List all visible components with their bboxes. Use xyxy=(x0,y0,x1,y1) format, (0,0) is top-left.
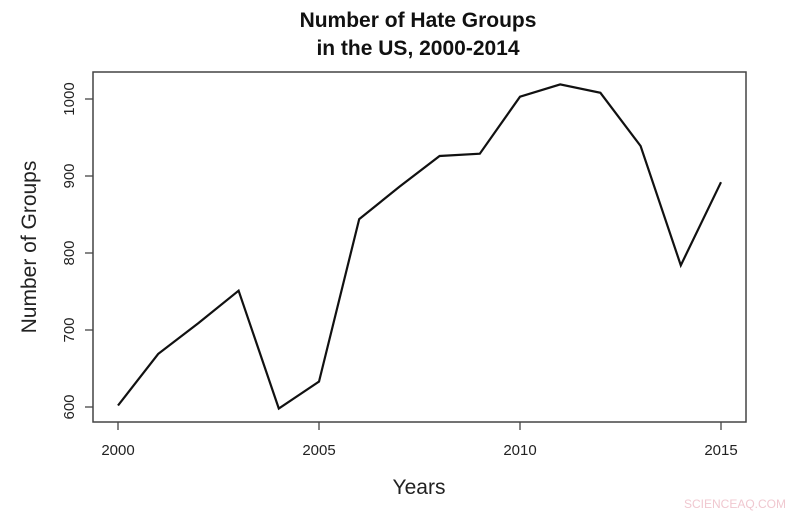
chart-title-line-2: in the US, 2000-2014 xyxy=(316,37,519,60)
x-tick-label: 2010 xyxy=(503,442,536,459)
data-line xyxy=(117,83,722,411)
y-tick-label: 1000 xyxy=(61,82,78,115)
x-tick-label: 2015 xyxy=(704,442,737,459)
x-tick-label: 2005 xyxy=(302,442,335,459)
y-axis: 600 700 800 900 1000 xyxy=(61,82,93,420)
watermark: SCIENCEAQ.COM xyxy=(684,497,786,511)
chart-title-line-1: Number of Hate Groups xyxy=(300,9,537,32)
plot-area-border xyxy=(92,71,747,423)
y-tick-label: 800 xyxy=(61,240,78,265)
y-tick-label: 700 xyxy=(61,317,78,342)
y-axis-label: Number of Groups xyxy=(18,161,41,334)
x-axis-label: Years xyxy=(393,476,446,499)
y-tick-label: 600 xyxy=(61,394,78,419)
x-tick-label: 2000 xyxy=(101,442,134,459)
y-tick-label: 900 xyxy=(61,163,78,188)
x-axis: 2000 2005 2010 2015 xyxy=(101,422,738,459)
